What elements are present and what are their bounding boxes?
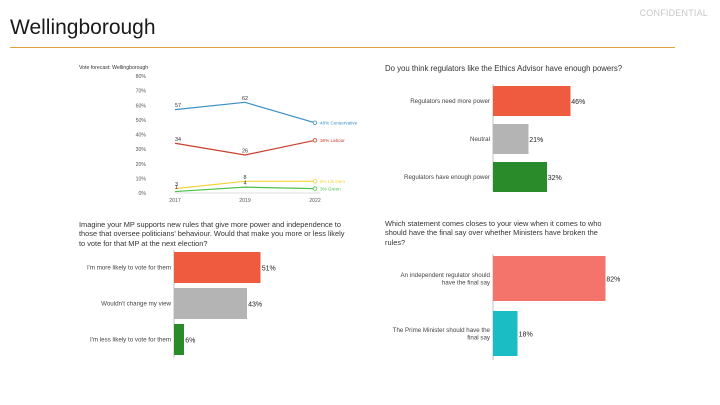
bar-value-label: 51% bbox=[262, 265, 276, 272]
data-label: 62 bbox=[242, 96, 248, 102]
y-tick-label: 0% bbox=[139, 191, 147, 197]
category-label: I'm more likely to vote for them bbox=[87, 265, 171, 272]
x-tick-label: 2019 bbox=[239, 198, 251, 204]
y-tick-label: 20% bbox=[136, 162, 147, 168]
data-label: 1 bbox=[175, 185, 178, 191]
page-title: Wellingborough bbox=[10, 16, 156, 39]
category-label: Wouldn't change my view bbox=[101, 301, 171, 308]
series-end-label: 3% Green bbox=[320, 186, 341, 191]
bar-value-label: 46% bbox=[571, 99, 585, 106]
series-point bbox=[312, 179, 318, 184]
data-label: 4 bbox=[243, 181, 246, 187]
bar-value-label: 43% bbox=[248, 301, 262, 308]
category-label: Regulators need more power bbox=[410, 98, 490, 105]
y-tick-label: 50% bbox=[136, 118, 147, 124]
bar bbox=[174, 252, 261, 283]
data-label: 26 bbox=[242, 148, 248, 154]
y-tick-label: 80% bbox=[136, 74, 147, 80]
title-divider bbox=[10, 47, 675, 48]
series-end-label: 8% Lib Dem bbox=[320, 179, 345, 184]
category-label: Neutral bbox=[470, 136, 490, 143]
bar-value-label: 18% bbox=[519, 331, 533, 338]
data-label: 34 bbox=[175, 137, 181, 143]
series-end-label: 36% Labour bbox=[320, 138, 345, 143]
mp-rules-question: Imagine your MP supports new rules that … bbox=[79, 220, 345, 248]
regulators-panel: 46% Regulators need more power 21% Neutral 3… bbox=[385, 80, 685, 195]
bar bbox=[493, 86, 571, 116]
chart-title: Vote forecast: Wellingborough bbox=[79, 65, 148, 71]
bar bbox=[493, 311, 518, 356]
vote-forecast-panel: Vote forecast: Wellingborough 0% 10% 20% 30%… bbox=[70, 58, 370, 208]
series-line-conservative bbox=[174, 101, 316, 124]
category-label: An independent regulator should have the … bbox=[401, 272, 491, 287]
final-say-bar-chart: 82% An independent regulator should have t… bbox=[393, 254, 620, 360]
y-tick-label: 60% bbox=[136, 103, 147, 109]
y-tick-label: 40% bbox=[136, 133, 147, 139]
y-tick-label: 30% bbox=[136, 147, 147, 153]
bar-value-label: 6% bbox=[185, 337, 195, 344]
final-say-question: Which statement comes closes to your vie… bbox=[385, 219, 602, 247]
regulators-bar-chart: 46% Regulators need more power 21% Neutral 3… bbox=[404, 84, 585, 192]
category-label: Regulators have enough power bbox=[404, 174, 490, 181]
bar-value-label: 32% bbox=[548, 175, 562, 182]
bar bbox=[174, 288, 248, 319]
mp-rules-panel: 51% I'm more likely to vote for them 43% Wo… bbox=[79, 248, 369, 360]
data-label: 3 bbox=[175, 182, 178, 188]
x-tick-label: 2022 bbox=[309, 198, 321, 204]
data-label: 57 bbox=[175, 103, 181, 109]
series-line-lib-dem bbox=[174, 180, 315, 190]
series-end-label: 48% Conservative bbox=[320, 121, 358, 126]
y-tick-label: 70% bbox=[136, 89, 147, 95]
bar-value-label: 82% bbox=[606, 276, 620, 283]
regulators-question: Do you think regulators like the Ethics … bbox=[385, 64, 623, 73]
series-line-green bbox=[174, 186, 316, 193]
confidential-label: CONFIDENTIAL bbox=[639, 8, 708, 18]
series-point bbox=[312, 186, 318, 191]
final-say-panel: 82% An independent regulator should have t… bbox=[385, 252, 685, 362]
vote-forecast-chart: Vote forecast: Wellingborough 0% 10% 20% 30%… bbox=[79, 65, 358, 204]
bar bbox=[493, 162, 547, 192]
series-point bbox=[312, 120, 318, 126]
bar bbox=[493, 256, 606, 301]
series-line-labour bbox=[174, 139, 316, 156]
bar bbox=[493, 124, 529, 154]
y-tick-label: 10% bbox=[136, 176, 147, 182]
bar bbox=[174, 324, 185, 355]
series-point bbox=[312, 138, 318, 143]
data-label: 8 bbox=[243, 175, 246, 181]
mp-rules-bar-chart: 51% I'm more likely to vote for them 43% Wo… bbox=[87, 250, 276, 358]
x-tick-label: 2017 bbox=[169, 198, 181, 204]
category-label: The Prime Minister should have the final … bbox=[393, 327, 491, 342]
category-label: I'm less likely to vote for them bbox=[90, 337, 171, 344]
bar-value-label: 21% bbox=[529, 137, 543, 144]
